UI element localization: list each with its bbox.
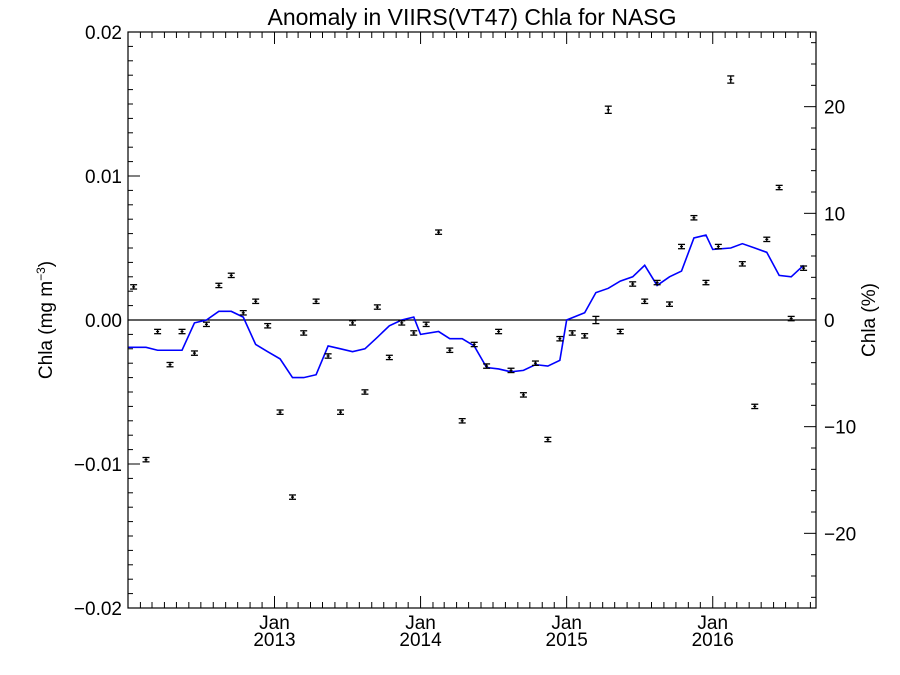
left-y-tick-label: 0.01 [85,167,122,188]
data-point [373,304,381,310]
data-point [385,354,393,361]
left-y-tick-label: 0.00 [85,311,122,332]
left-y-tick-label: −0.01 [74,455,122,476]
y-axis-label-right: Chla (%) [859,283,880,357]
data-point [738,261,746,267]
data-point [592,315,600,325]
data-point [166,361,174,368]
data-point [349,320,357,326]
x-tick-month-label: Jan [697,613,728,634]
x-tick-month-label: Jan [259,613,290,634]
data-point [446,347,454,354]
data-point [324,353,332,359]
data-point [727,75,735,84]
data-point [130,284,138,290]
chart-title: Anomaly in VIIRS(VT47) Chla for NASG [267,4,676,30]
data-point [276,409,284,415]
data-point [775,184,783,191]
data-point [458,417,466,424]
data-point [556,335,564,342]
left-y-tick-label: 0.02 [85,23,122,44]
x-tick-year-label: 2013 [253,630,295,651]
data-point [751,403,759,410]
data-point [252,298,260,305]
data-point [202,321,210,328]
data-point [702,279,710,286]
y-axis-label-left: Chla (mg m−3) [34,261,57,379]
right-y-tick-label: 10 [824,204,845,225]
data-point [690,214,698,221]
left-y-tick-label: −0.02 [74,599,122,620]
right-y-ticks: 20 10 0 −10 −20 [804,42,856,598]
data-point [422,321,430,328]
x-tick-month-label: Jan [405,613,436,634]
data-point [288,494,296,500]
data-point [410,330,418,336]
data-point [154,328,162,335]
data-point [544,436,552,443]
data-point [398,320,406,326]
anomaly-points-series [130,75,808,500]
data-point [678,243,686,250]
data-point [300,330,308,336]
right-y-tick-label: 20 [824,98,845,119]
data-point [190,350,198,356]
data-point [264,322,272,329]
data-point [470,341,478,348]
data-point [763,236,771,243]
x-tick-year-label: 2014 [399,630,442,651]
data-point [714,243,722,250]
data-point [653,279,661,286]
left-y-ticks: 0.02 0.01 0.00 −0.01 −0.02 [74,23,140,620]
data-point [312,298,320,305]
anomaly-line [128,234,805,379]
plot-frame [127,31,817,609]
data-point [581,333,589,339]
data-point [531,360,539,367]
data-point [227,272,235,279]
data-point [519,392,527,398]
right-y-tick-label: 0 [824,311,835,332]
data-point [666,301,674,307]
data-point [568,330,576,336]
data-point [239,309,247,316]
data-point [142,456,150,463]
data-point [604,105,612,115]
data-point [495,328,503,335]
data-point [629,281,637,287]
data-point [361,389,369,395]
x-tick-year-label: 2015 [546,630,588,651]
data-point [787,315,795,322]
anomaly-line-series [128,234,805,379]
x-tick-month-label: Jan [551,613,582,634]
right-y-tick-label: −10 [824,418,856,439]
data-point [616,328,624,335]
data-point [178,328,186,335]
data-point [641,298,649,305]
x-tick-year-label: 2016 [692,630,734,651]
data-point [435,229,443,235]
data-point [483,363,491,369]
data-point [800,265,808,271]
data-point [337,409,345,415]
data-point [215,282,223,289]
data-point [507,367,515,374]
right-y-tick-label: −20 [824,524,856,545]
